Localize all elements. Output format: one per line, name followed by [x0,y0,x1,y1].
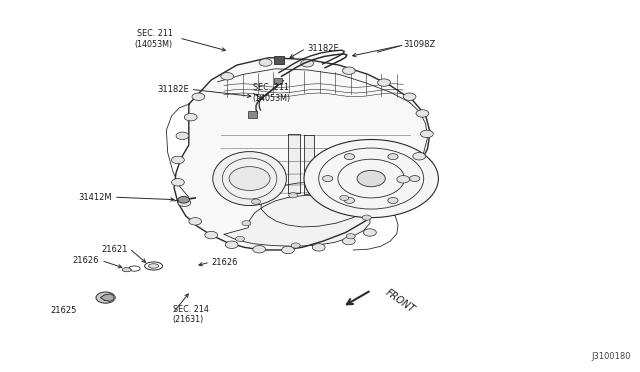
Circle shape [96,292,115,303]
Circle shape [221,73,234,80]
Circle shape [178,199,191,206]
Circle shape [301,60,314,67]
Circle shape [176,132,189,140]
Polygon shape [174,58,430,250]
Ellipse shape [212,152,287,205]
Circle shape [253,246,266,253]
Circle shape [304,140,438,218]
Text: SEC. 211
(14053M): SEC. 211 (14053M) [253,83,291,103]
Circle shape [236,236,244,241]
Text: SEC. 214
(21631): SEC. 214 (21631) [173,305,209,324]
Circle shape [252,199,260,204]
Circle shape [346,234,355,239]
Text: 31182E: 31182E [157,85,189,94]
Circle shape [416,110,429,117]
Circle shape [189,218,202,225]
Circle shape [172,179,184,186]
Circle shape [312,244,325,251]
Circle shape [344,154,355,160]
Circle shape [259,59,272,66]
Ellipse shape [148,264,159,268]
Text: FRONT: FRONT [384,288,417,315]
Circle shape [225,241,238,248]
Text: 31098Z: 31098Z [403,40,435,49]
Circle shape [229,167,270,190]
Circle shape [403,93,416,100]
Circle shape [388,154,398,160]
Polygon shape [288,134,300,193]
Text: 21626: 21626 [211,258,237,267]
Polygon shape [304,135,314,194]
Text: 31412M: 31412M [78,193,112,202]
Bar [274,56,284,64]
Circle shape [342,67,355,74]
Circle shape [388,198,398,203]
Circle shape [364,229,376,236]
Circle shape [344,198,355,203]
Bar [248,111,257,118]
Circle shape [205,231,218,239]
Circle shape [340,195,349,201]
Ellipse shape [122,267,131,272]
Circle shape [420,130,433,138]
Bar [274,78,282,84]
Circle shape [397,176,410,183]
Circle shape [184,113,197,121]
Text: SEC. 211
(14053M): SEC. 211 (14053M) [134,29,173,49]
Text: 21626: 21626 [73,256,99,265]
Circle shape [357,170,385,187]
Circle shape [178,196,189,203]
Text: 21621: 21621 [102,245,128,254]
Circle shape [282,246,294,254]
Text: J3100180: J3100180 [591,352,630,361]
Circle shape [172,156,184,164]
Polygon shape [224,195,370,246]
Text: 21625: 21625 [51,306,77,315]
Text: 31182E: 31182E [307,44,339,53]
Circle shape [378,79,390,86]
Circle shape [413,153,426,160]
Circle shape [342,237,355,245]
Circle shape [362,215,371,220]
Circle shape [291,243,300,248]
Circle shape [323,176,333,182]
Circle shape [242,221,251,226]
Circle shape [289,193,298,198]
Polygon shape [100,294,114,301]
Circle shape [410,176,420,182]
Circle shape [192,93,205,100]
